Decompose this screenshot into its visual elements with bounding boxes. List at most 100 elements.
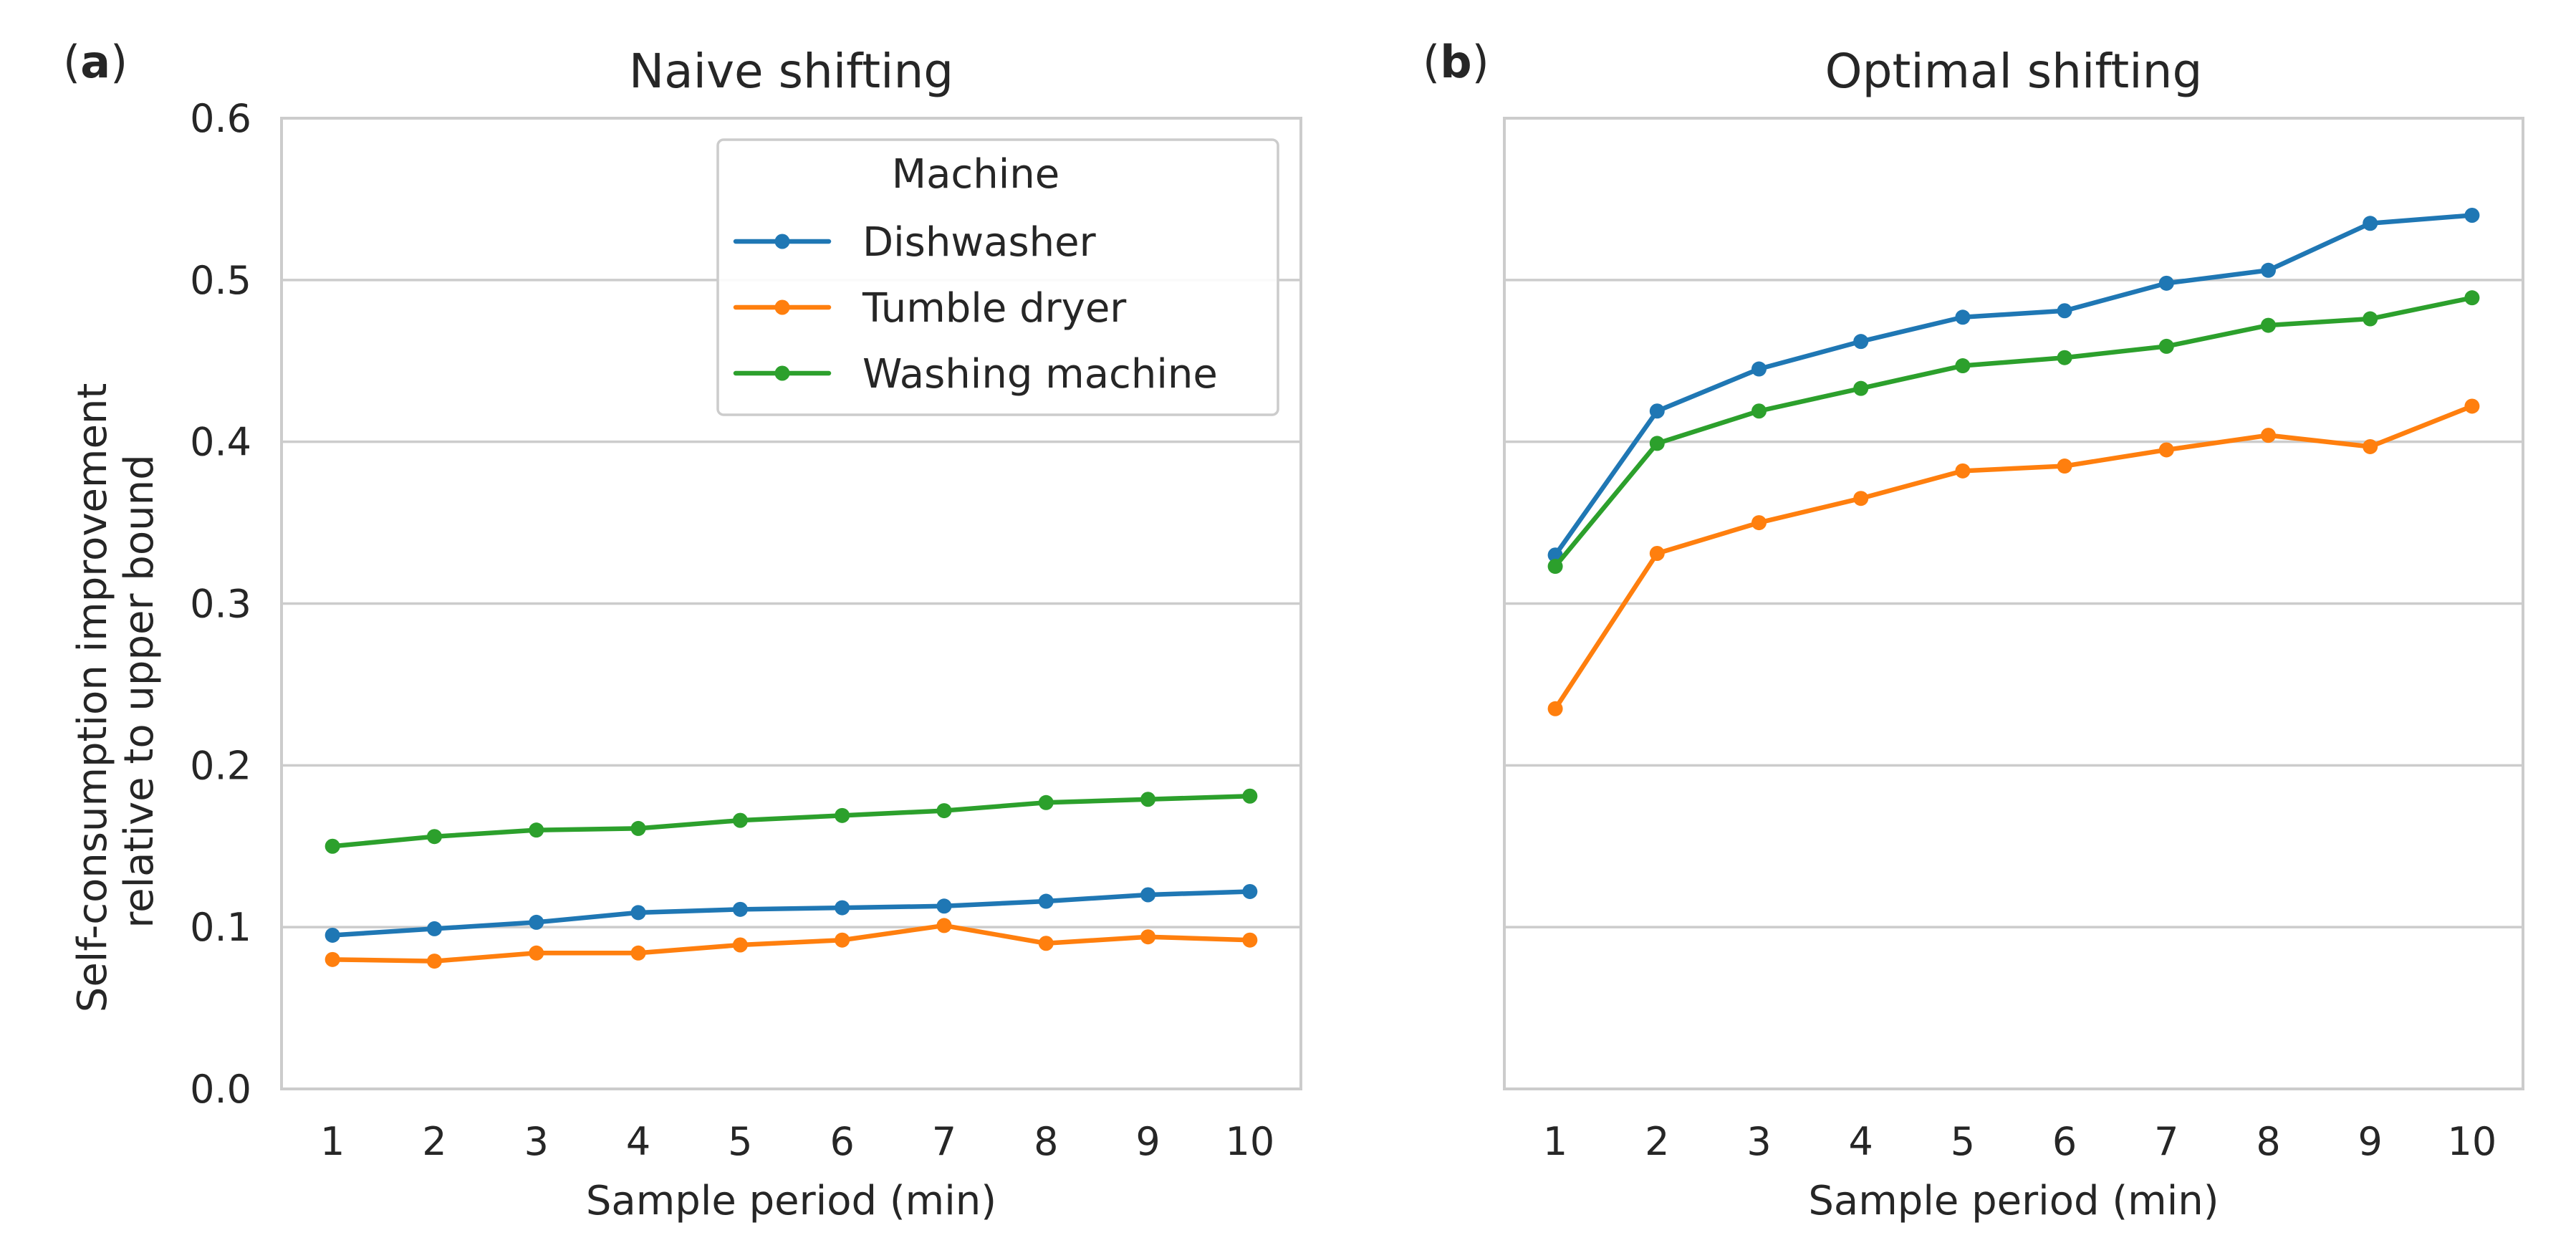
panel-label-b-letter: b (1440, 36, 1471, 88)
data-point-washing-machine (732, 812, 748, 828)
legend-item-tumble-dryer: Tumble dryer (733, 285, 1127, 332)
series-line-washing-machine (1552, 295, 2475, 569)
legend-label: Dishwasher (862, 219, 1097, 266)
x-tick-label: 5 (1951, 1119, 1975, 1164)
panel-label-b: (b) (1423, 36, 1489, 88)
y-tick-labels: 0.0 0.1 0.2 0.3 0.4 0.5 0.6 (190, 96, 251, 1112)
legend: Machine Dishwasher Tumble dryer Washing mac… (716, 138, 1279, 416)
data-point-dishwasher (2158, 275, 2174, 291)
x-tick-labels: 1 2 3 4 5 6 7 8 9 10 (320, 1119, 1274, 1164)
data-point-washing-machine (2261, 317, 2276, 333)
svg-text:(a): (a) (63, 36, 128, 88)
data-point-dishwasher (1751, 361, 1767, 377)
data-point-dishwasher (426, 921, 442, 936)
data-point-washing-machine (1140, 792, 1156, 807)
x-tick-label: 3 (524, 1119, 549, 1164)
y-tick-label: 0.2 (190, 743, 251, 788)
x-tick-label: 1 (1543, 1119, 1567, 1164)
x-tick-label: 3 (1746, 1119, 1771, 1164)
series-washing-machine (1547, 290, 2480, 575)
data-point-tumble-dryer (529, 945, 544, 961)
legend-title: Machine (892, 151, 1059, 198)
x-tick-label: 2 (422, 1119, 446, 1164)
data-point-dishwasher (2057, 303, 2072, 319)
x-tick-label: 10 (2448, 1119, 2497, 1164)
series-tumble-dryer (325, 918, 1258, 969)
data-point-tumble-dryer (835, 932, 850, 948)
data-point-tumble-dryer (325, 951, 340, 967)
data-point-dishwasher (936, 898, 952, 914)
series-line-tumble-dryer (1552, 403, 2475, 711)
y-axis-label: Self-consumption improvement relative to… (69, 370, 163, 1012)
legend-marker-dishwasher (774, 234, 790, 249)
data-point-washing-machine (1038, 794, 1054, 810)
legend-marker-washing-machine (774, 365, 790, 381)
data-point-washing-machine (2363, 311, 2378, 327)
data-point-tumble-dryer (732, 937, 748, 953)
legend-item-washing-machine: Washing machine (733, 351, 1218, 398)
data-point-tumble-dryer (2158, 442, 2174, 458)
chart-title: Naive shifting (629, 44, 953, 99)
y-tick-label: 0.3 (190, 582, 251, 627)
data-point-dishwasher (325, 927, 340, 943)
data-point-tumble-dryer (1751, 515, 1767, 531)
data-point-tumble-dryer (2057, 458, 2072, 474)
chart-title: Optimal shifting (1825, 44, 2203, 99)
data-point-tumble-dryer (1140, 929, 1156, 945)
x-tick-label: 5 (728, 1119, 752, 1164)
x-tick-label: 4 (1849, 1119, 1873, 1164)
plot-frame (1503, 117, 2524, 1090)
y-axis-label-line-2: relative to upper bound (116, 454, 163, 928)
data-point-tumble-dryer (936, 918, 952, 933)
x-tick-label: 8 (1034, 1119, 1058, 1164)
data-point-dishwasher (732, 901, 748, 917)
data-point-washing-machine (936, 803, 952, 819)
data-point-dishwasher (1038, 893, 1054, 909)
data-point-washing-machine (835, 807, 850, 823)
series-dishwasher (1547, 208, 2480, 563)
data-point-tumble-dryer (1955, 463, 1971, 479)
x-tick-label: 4 (626, 1119, 650, 1164)
x-tick-label: 1 (320, 1119, 345, 1164)
data-point-dishwasher (1140, 887, 1156, 903)
gridlines (1504, 279, 2523, 928)
data-point-tumble-dryer (2464, 398, 2480, 414)
chart-panel-optimal-shifting: 1 2 3 4 5 6 7 8 9 10 Sample period (min) Optimal sh… (1503, 44, 2524, 1224)
data-point-washing-machine (1242, 788, 1258, 804)
data-point-dishwasher (1649, 403, 1665, 419)
series-tumble-dryer (1547, 398, 2480, 716)
series-line-tumble-dryer (330, 923, 1253, 964)
panel-label-a-letter: a (80, 36, 110, 88)
data-point-dishwasher (1853, 334, 1869, 350)
x-tick-label: 6 (830, 1119, 854, 1164)
data-point-washing-machine (529, 822, 544, 838)
data-point-tumble-dryer (1547, 701, 1563, 716)
legend-marker-tumble-dryer (774, 299, 790, 315)
data-point-washing-machine (1853, 380, 1869, 396)
data-point-washing-machine (2158, 338, 2174, 354)
data-point-dishwasher (630, 905, 646, 921)
x-tick-label: 6 (2052, 1119, 2077, 1164)
data-point-dishwasher (835, 900, 850, 916)
panel-label-a: (a) (63, 36, 128, 88)
data-point-tumble-dryer (1649, 545, 1665, 561)
data-point-washing-machine (1955, 358, 1971, 374)
x-tick-label: 7 (2154, 1119, 2178, 1164)
legend-frame (716, 138, 1279, 416)
x-axis-label: Sample period (min) (586, 1178, 996, 1224)
data-point-dishwasher (1955, 309, 1971, 325)
data-point-dishwasher (529, 914, 544, 930)
legend-label: Washing machine (862, 351, 1218, 398)
plot-frame (280, 117, 1302, 1090)
data-point-washing-machine (2057, 350, 2072, 365)
data-point-washing-machine (2464, 290, 2480, 306)
x-tick-label: 10 (1225, 1119, 1274, 1164)
y-tick-label: 0.4 (190, 420, 251, 465)
data-point-washing-machine (1649, 436, 1665, 451)
data-point-washing-machine (426, 829, 442, 845)
data-point-tumble-dryer (426, 954, 442, 969)
data-point-washing-machine (630, 820, 646, 836)
svg-text:(b): (b) (1423, 36, 1489, 88)
y-tick-label: 0.0 (190, 1067, 251, 1112)
